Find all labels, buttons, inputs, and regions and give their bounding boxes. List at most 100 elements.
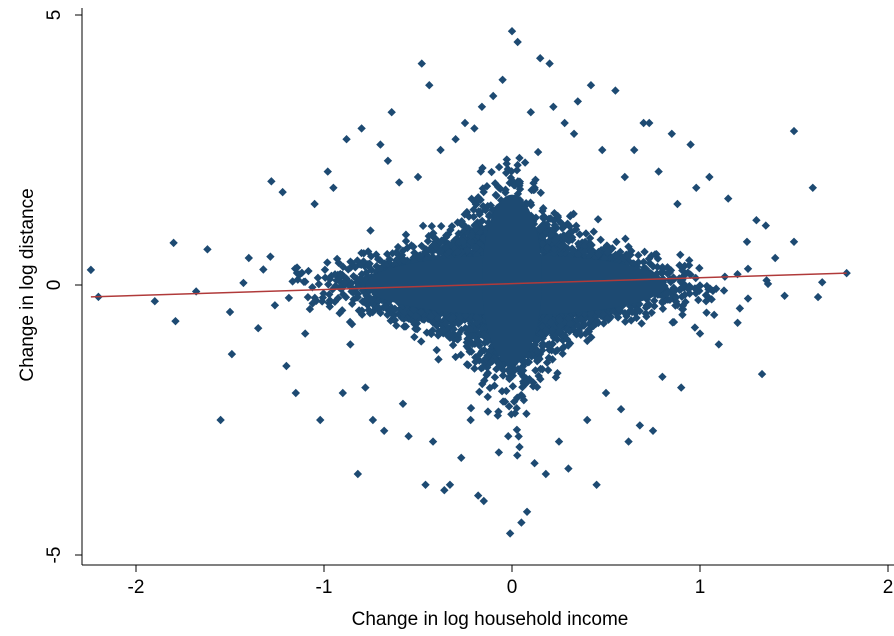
- core-point: [567, 233, 577, 242]
- core-point: [676, 250, 685, 259]
- scatter-points: [86, 27, 851, 538]
- core-point: [434, 355, 443, 364]
- core-point: [304, 266, 313, 276]
- core-point: [607, 306, 616, 316]
- core-point: [634, 251, 643, 260]
- core-point: [589, 227, 598, 236]
- core-point: [707, 295, 716, 304]
- core-point: [368, 307, 377, 317]
- core-point: [483, 368, 493, 378]
- core-point: [658, 304, 668, 313]
- core-point: [598, 309, 608, 319]
- core-point: [558, 344, 567, 353]
- core-point: [542, 358, 552, 367]
- core-point: [295, 270, 304, 279]
- core-point: [534, 348, 543, 357]
- core-point: [501, 185, 510, 194]
- core-point: [685, 289, 694, 298]
- core-point: [632, 313, 641, 323]
- core-point: [593, 215, 603, 224]
- core-point: [586, 314, 596, 323]
- core-point: [498, 371, 508, 380]
- core-point: [549, 216, 558, 225]
- core-point: [490, 373, 500, 382]
- core-point: [270, 301, 280, 310]
- core-point: [684, 261, 694, 270]
- core-point: [702, 291, 711, 300]
- core-point: [563, 244, 572, 253]
- core-point: [550, 221, 559, 230]
- core-point: [451, 352, 460, 362]
- core-point: [436, 221, 446, 231]
- core-point: [678, 301, 688, 310]
- core-point: [536, 364, 545, 374]
- core-point: [669, 273, 678, 282]
- core-point: [665, 275, 674, 284]
- core-point: [522, 409, 531, 418]
- core-point: [439, 326, 448, 335]
- core-point: [572, 330, 581, 339]
- core-point: [624, 242, 633, 251]
- core-point: [319, 289, 328, 298]
- core-point: [704, 285, 713, 294]
- core-point: [637, 319, 646, 328]
- core-point: [496, 184, 505, 194]
- core-point: [520, 158, 530, 167]
- core-point: [478, 184, 488, 193]
- core-point: [366, 226, 375, 235]
- core-point: [478, 233, 488, 243]
- core-point: [347, 258, 357, 268]
- core-point: [453, 334, 463, 344]
- core-point: [709, 310, 719, 320]
- core-point: [401, 230, 411, 239]
- core-point: [349, 271, 358, 281]
- core-point: [553, 335, 562, 344]
- core-point: [471, 357, 480, 367]
- core-point: [565, 327, 574, 336]
- core-point: [671, 301, 680, 310]
- core-point: [305, 304, 315, 314]
- core-point: [355, 306, 364, 315]
- core-point: [359, 297, 368, 307]
- core-point: [650, 296, 659, 305]
- core-point: [512, 166, 522, 175]
- core-point: [515, 153, 524, 163]
- core-point: [510, 409, 520, 418]
- core-point: [587, 240, 596, 250]
- core-point: [551, 373, 561, 382]
- core-point: [477, 347, 487, 356]
- core-point: [539, 311, 548, 321]
- core-point: [685, 256, 694, 265]
- core-point: [678, 310, 687, 319]
- core-point: [538, 239, 547, 249]
- core-point: [711, 284, 721, 293]
- core-point: [419, 315, 429, 324]
- core-point: [564, 314, 574, 324]
- core-point: [702, 308, 711, 317]
- core-point: [383, 249, 392, 259]
- core-point: [678, 275, 687, 284]
- core-point: [401, 322, 411, 331]
- core-point: [497, 386, 507, 396]
- core-point: [323, 258, 332, 267]
- core-point: [658, 267, 667, 276]
- core-point: [574, 327, 584, 336]
- core-point: [565, 309, 575, 319]
- core-point: [546, 214, 555, 223]
- core-point: [470, 364, 479, 373]
- core-point: [763, 279, 773, 289]
- core-point: [695, 263, 704, 273]
- core-point: [671, 292, 681, 302]
- core-point: [813, 292, 823, 302]
- core-point: [581, 314, 590, 323]
- core-point: [492, 191, 501, 200]
- core-point: [427, 312, 436, 321]
- core-point: [474, 207, 483, 216]
- core-point: [544, 353, 553, 363]
- core-point: [587, 333, 596, 342]
- core-point: [639, 257, 648, 267]
- core-point: [399, 314, 409, 324]
- core-point: [621, 317, 630, 326]
- core-point: [546, 230, 555, 239]
- core-point: [347, 319, 357, 329]
